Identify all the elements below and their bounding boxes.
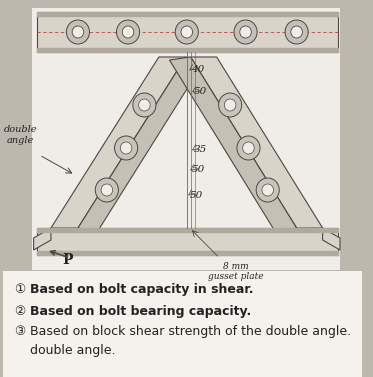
Text: 50: 50 bbox=[190, 190, 203, 199]
Circle shape bbox=[240, 26, 251, 38]
Circle shape bbox=[101, 184, 113, 196]
Text: Based on bolt bearing capacity.: Based on bolt bearing capacity. bbox=[30, 305, 251, 318]
Text: ①: ① bbox=[14, 283, 26, 296]
Polygon shape bbox=[32, 8, 340, 270]
Text: double angle.: double angle. bbox=[30, 344, 115, 357]
Circle shape bbox=[291, 26, 303, 38]
Circle shape bbox=[139, 99, 150, 111]
Circle shape bbox=[122, 26, 134, 38]
Circle shape bbox=[175, 20, 198, 44]
Circle shape bbox=[237, 136, 260, 160]
Polygon shape bbox=[34, 228, 51, 250]
Text: ②: ② bbox=[14, 305, 26, 318]
Polygon shape bbox=[169, 57, 297, 232]
Text: P: P bbox=[63, 253, 73, 267]
Circle shape bbox=[133, 93, 156, 117]
Text: ③: ③ bbox=[14, 325, 26, 338]
Circle shape bbox=[181, 26, 192, 38]
Circle shape bbox=[285, 20, 308, 44]
Circle shape bbox=[95, 178, 118, 202]
Text: Based on bolt capacity in shear.: Based on bolt capacity in shear. bbox=[30, 283, 253, 296]
Polygon shape bbox=[37, 12, 338, 52]
Polygon shape bbox=[3, 270, 362, 377]
Polygon shape bbox=[323, 228, 340, 250]
Text: 50: 50 bbox=[192, 166, 205, 175]
Polygon shape bbox=[51, 57, 186, 228]
Circle shape bbox=[256, 178, 279, 202]
Circle shape bbox=[243, 142, 254, 154]
Circle shape bbox=[115, 136, 138, 160]
Polygon shape bbox=[191, 57, 323, 228]
Circle shape bbox=[262, 184, 273, 196]
Circle shape bbox=[116, 20, 140, 44]
Polygon shape bbox=[37, 228, 338, 255]
Text: 8 mm
gusset plate: 8 mm gusset plate bbox=[208, 262, 264, 281]
Circle shape bbox=[120, 142, 132, 154]
Text: 35: 35 bbox=[194, 146, 207, 155]
Polygon shape bbox=[78, 57, 205, 232]
Circle shape bbox=[219, 93, 242, 117]
Text: double
angle: double angle bbox=[3, 125, 37, 145]
Text: 50: 50 bbox=[194, 87, 207, 97]
Text: Based on block shear strength of the double angle.: Based on block shear strength of the dou… bbox=[30, 325, 351, 338]
Circle shape bbox=[234, 20, 257, 44]
Text: 40: 40 bbox=[191, 66, 204, 75]
Circle shape bbox=[66, 20, 90, 44]
Circle shape bbox=[72, 26, 84, 38]
Circle shape bbox=[225, 99, 236, 111]
